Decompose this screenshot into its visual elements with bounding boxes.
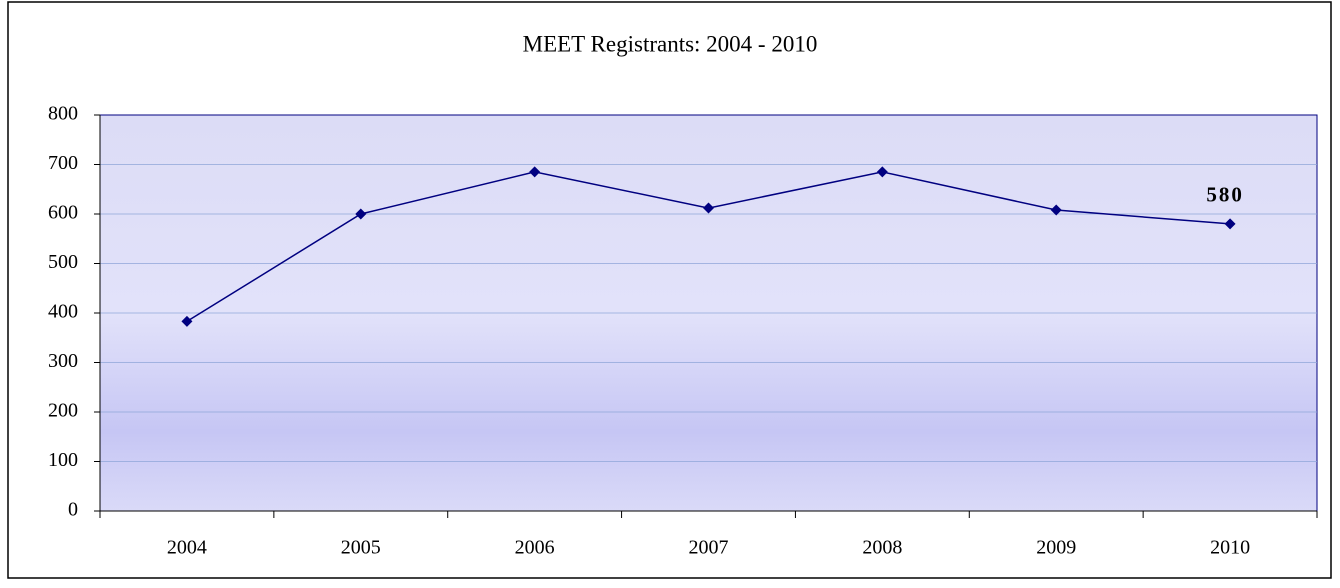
- y-tick-label: 100: [48, 449, 78, 471]
- y-tick-label: 400: [48, 301, 78, 323]
- y-tick-label: 0: [68, 499, 78, 521]
- y-tick-label: 500: [48, 251, 78, 273]
- x-tick-label: 2006: [515, 537, 555, 559]
- y-tick-label: 300: [48, 350, 78, 372]
- marker: [529, 166, 541, 178]
- x-tick-label: 2008: [862, 537, 902, 559]
- data-label: 580: [1206, 183, 1244, 207]
- y-tick-label: 700: [48, 152, 78, 174]
- marker: [703, 202, 714, 214]
- marker: [181, 315, 193, 327]
- x-tick-label: 2009: [1036, 537, 1076, 559]
- marker: [876, 166, 888, 178]
- x-tick-label: 2010: [1210, 537, 1250, 559]
- chart-title: MEET Registrants: 2004 - 2010: [523, 31, 818, 56]
- x-tick-label: 2007: [689, 537, 729, 559]
- y-tick-label: 200: [48, 400, 78, 422]
- marker: [355, 208, 367, 220]
- y-tick-label: 600: [48, 202, 78, 224]
- marker: [1050, 204, 1062, 216]
- y-tick-label: 800: [48, 103, 78, 125]
- x-tick-label: 2004: [167, 537, 207, 559]
- x-tick-label: 2005: [341, 537, 381, 559]
- marker: [1224, 218, 1236, 230]
